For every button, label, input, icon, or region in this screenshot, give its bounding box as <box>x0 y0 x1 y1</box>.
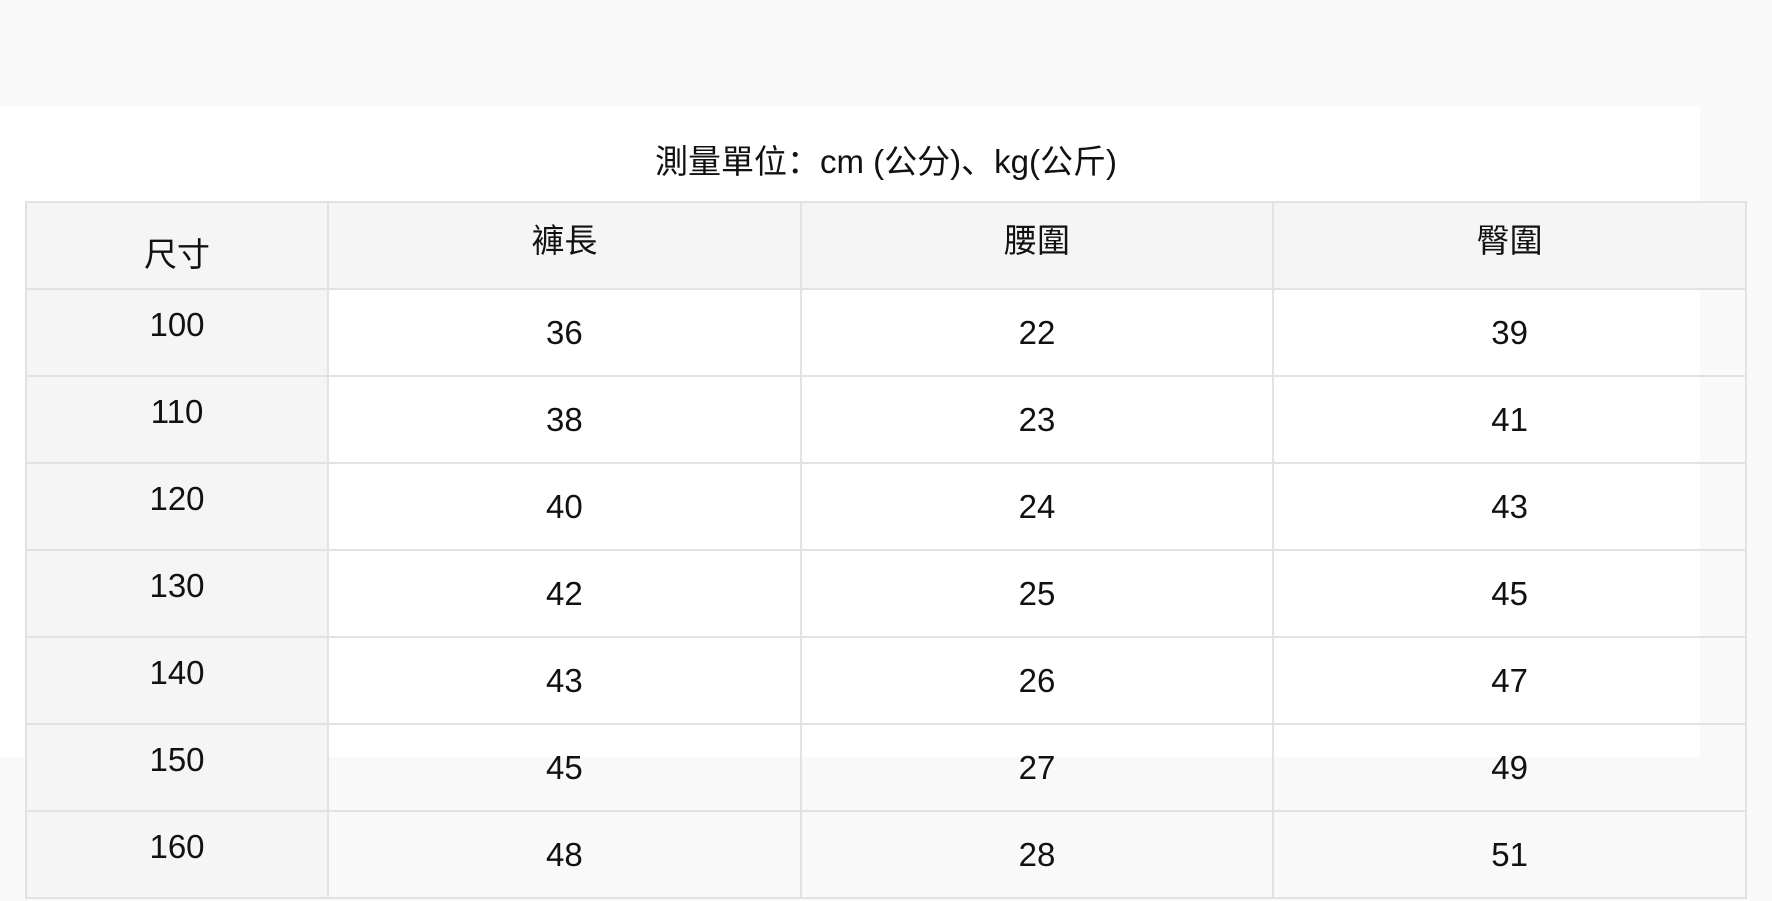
cell-size: 100 <box>25 288 329 377</box>
table-header-row: 尺寸 褲長 腰圍 臀圍 <box>25 201 1747 290</box>
cell-waist: 26 <box>799 636 1275 725</box>
table-row: 150 45 27 49 <box>25 723 1747 812</box>
cell-size: 140 <box>25 636 329 725</box>
cell-pants-length: 43 <box>327 636 802 725</box>
table-row: 140 43 26 47 <box>25 636 1747 725</box>
cell-hip: 39 <box>1272 288 1747 377</box>
cell-size: 130 <box>25 549 329 638</box>
cell-pants-length: 38 <box>327 375 802 464</box>
cell-pants-length: 48 <box>327 810 802 899</box>
cell-hip: 51 <box>1272 810 1747 899</box>
cell-waist: 22 <box>799 288 1275 377</box>
cell-size: 120 <box>25 462 329 551</box>
header-pants-length: 褲長 <box>327 201 802 290</box>
table-row: 160 48 28 51 <box>25 810 1747 899</box>
cell-pants-length: 45 <box>327 723 802 812</box>
cell-hip: 49 <box>1272 723 1747 812</box>
size-chart-table: 尺寸 褲長 腰圍 臀圍 100 36 22 39 110 38 23 41 120 40 24 43 1… <box>25 201 1747 899</box>
cell-waist: 25 <box>799 549 1275 638</box>
cell-hip: 41 <box>1272 375 1747 464</box>
cell-pants-length: 42 <box>327 549 802 638</box>
cell-hip: 45 <box>1272 549 1747 638</box>
cell-waist: 23 <box>799 375 1275 464</box>
header-hip: 臀圍 <box>1272 201 1747 290</box>
cell-waist: 24 <box>799 462 1275 551</box>
cell-hip: 43 <box>1272 462 1747 551</box>
header-waist: 腰圍 <box>799 201 1275 290</box>
header-size: 尺寸 <box>25 201 329 290</box>
cell-size: 110 <box>25 375 329 464</box>
cell-waist: 27 <box>799 723 1275 812</box>
cell-pants-length: 36 <box>327 288 802 377</box>
table-row: 120 40 24 43 <box>25 462 1747 551</box>
table-row: 100 36 22 39 <box>25 288 1747 377</box>
cell-pants-length: 40 <box>327 462 802 551</box>
cell-size: 160 <box>25 810 329 899</box>
unit-caption: 測量單位：cm (公分)、kg(公斤) <box>655 143 1117 180</box>
cell-size: 150 <box>25 723 329 812</box>
cell-waist: 28 <box>799 810 1275 899</box>
cell-hip: 47 <box>1272 636 1747 725</box>
table-row: 110 38 23 41 <box>25 375 1747 464</box>
table-row: 130 42 25 45 <box>25 549 1747 638</box>
